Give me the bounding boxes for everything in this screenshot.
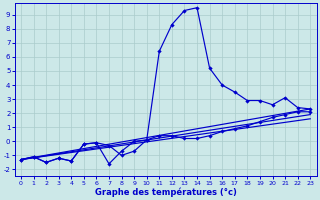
- X-axis label: Graphe des températures (°c): Graphe des températures (°c): [95, 187, 236, 197]
